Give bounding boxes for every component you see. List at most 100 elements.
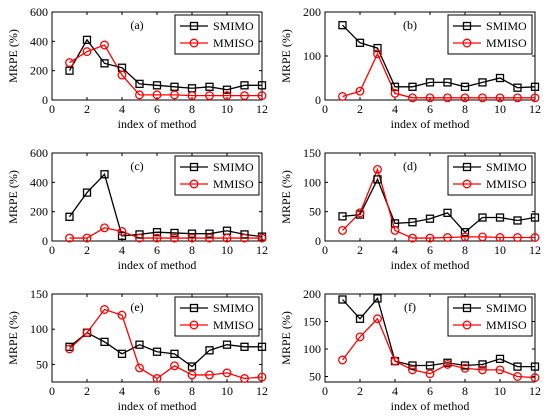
- legend-item-smimo: SMIMO: [453, 19, 527, 33]
- data-point-mmiso: [257, 91, 267, 101]
- x-axis-label: index of method: [118, 258, 197, 272]
- data-point-mmiso: [82, 233, 92, 243]
- legend-item-smimo: SMIMO: [453, 301, 527, 315]
- data-point-smimo: [257, 81, 267, 90]
- x-tick-label: 6: [154, 102, 160, 116]
- data-point-smimo: [170, 349, 179, 358]
- legend-marker: [189, 303, 199, 313]
- data-point-mmiso: [443, 93, 452, 103]
- panel-label: (c): [130, 159, 143, 173]
- legend-item-smimo: SMIMO: [180, 19, 254, 33]
- data-point-mmiso: [355, 86, 365, 96]
- series-line-mmiso: [69, 308, 263, 380]
- legend-marker: [189, 179, 199, 189]
- data-point-mmiso: [187, 370, 197, 380]
- legend-label: MMISO: [213, 36, 254, 50]
- x-tick-label: 2: [84, 102, 90, 116]
- legend-label: MMISO: [213, 318, 254, 332]
- x-tick-label: 12: [529, 384, 541, 398]
- data-point-smimo: [495, 73, 505, 83]
- data-point-mmiso: [100, 305, 109, 314]
- series-line-mmiso: [342, 52, 535, 99]
- data-point-mmiso: [460, 363, 470, 373]
- x-tick-label: 2: [357, 102, 363, 116]
- legend: SMIMO MMISO: [447, 14, 533, 55]
- data-point-mmiso: [478, 365, 487, 375]
- x-tick-label: 8: [189, 384, 195, 398]
- legend-marker: [462, 303, 472, 313]
- legend-box: [174, 155, 260, 196]
- x-tick-label: 0: [49, 243, 55, 257]
- y-tick-label: 50: [36, 357, 48, 371]
- data-point-mmiso: [65, 344, 74, 354]
- data-point-smimo: [117, 231, 127, 241]
- chart-panel-1: 0 2 4 6 8 10 12 0 200 400 600 index of method MRPE (…: [6, 5, 268, 131]
- data-point-mmiso: [257, 372, 267, 382]
- x-tick-label: 6: [154, 243, 160, 257]
- y-tick-label: 150: [303, 315, 321, 329]
- x-tick-label: 2: [84, 384, 90, 398]
- data-point-mmiso: [390, 225, 400, 235]
- data-point-smimo: [373, 175, 382, 184]
- data-point-mmiso: [513, 93, 522, 103]
- legend-item-mmiso: MMISO: [180, 318, 254, 332]
- data-point-smimo: [460, 361, 470, 370]
- x-tick-label: 2: [357, 243, 363, 257]
- data-point-smimo: [338, 21, 347, 30]
- legend-label: SMIMO: [213, 19, 254, 33]
- data-point-smimo: [408, 82, 417, 91]
- legend-item-mmiso: MMISO: [453, 36, 527, 50]
- x-tick-label: 10: [494, 384, 506, 398]
- x-tick-label: 6: [154, 384, 160, 398]
- chart-panel-6: 0 2 4 6 8 10 12 50 100 150 200 index of method MRPE …: [279, 287, 541, 413]
- data-point-smimo: [135, 79, 144, 89]
- x-tick-label: 6: [427, 384, 433, 398]
- data-point-smimo: [65, 66, 74, 75]
- y-tick-label: 100: [303, 175, 321, 189]
- legend-label: SMIMO: [486, 301, 527, 315]
- y-tick-label: 0: [315, 234, 321, 248]
- legend-label: MMISO: [486, 318, 527, 332]
- y-tick-label: 400: [30, 34, 48, 48]
- x-axis-label: index of method: [391, 117, 470, 131]
- data-point-mmiso: [355, 208, 365, 218]
- data-point-mmiso: [257, 233, 267, 243]
- data-point-smimo: [187, 362, 197, 371]
- data-point-mmiso: [478, 232, 487, 242]
- data-point-smimo: [425, 214, 435, 223]
- data-point-mmiso: [355, 332, 365, 342]
- data-point-mmiso: [390, 88, 400, 98]
- legend-marker: [189, 21, 199, 31]
- data-point-mmiso: [117, 70, 127, 80]
- data-point-smimo: [443, 208, 452, 217]
- data-point-smimo: [100, 59, 109, 68]
- y-tick-label: 200: [303, 5, 321, 19]
- y-tick-label: 0: [42, 93, 48, 107]
- legend-marker: [462, 320, 472, 330]
- data-point-mmiso: [170, 233, 179, 243]
- y-axis-label: MRPE (%): [279, 170, 293, 224]
- data-point-mmiso: [187, 233, 197, 243]
- data-point-mmiso: [82, 328, 92, 338]
- data-point-smimo: [513, 362, 522, 371]
- data-point-smimo: [257, 342, 267, 351]
- y-tick-label: 600: [30, 5, 48, 19]
- data-point-mmiso: [338, 225, 347, 235]
- x-tick-label: 6: [427, 102, 433, 116]
- x-axis-label: index of method: [118, 117, 197, 131]
- data-point-smimo: [152, 228, 162, 237]
- data-point-mmiso: [240, 233, 249, 243]
- x-tick-label: 8: [462, 243, 468, 257]
- data-point-smimo: [170, 82, 179, 91]
- data-point-smimo: [222, 85, 232, 94]
- data-point-smimo: [425, 361, 435, 370]
- data-point-mmiso: [152, 90, 162, 100]
- data-point-mmiso: [100, 223, 109, 233]
- data-point-smimo: [408, 361, 417, 370]
- data-point-smimo: [152, 81, 162, 90]
- x-tick-label: 4: [392, 384, 398, 398]
- y-tick-label: 200: [30, 64, 48, 78]
- legend-item-mmiso: MMISO: [453, 318, 527, 332]
- data-point-mmiso: [425, 233, 435, 243]
- data-point-mmiso: [530, 373, 540, 383]
